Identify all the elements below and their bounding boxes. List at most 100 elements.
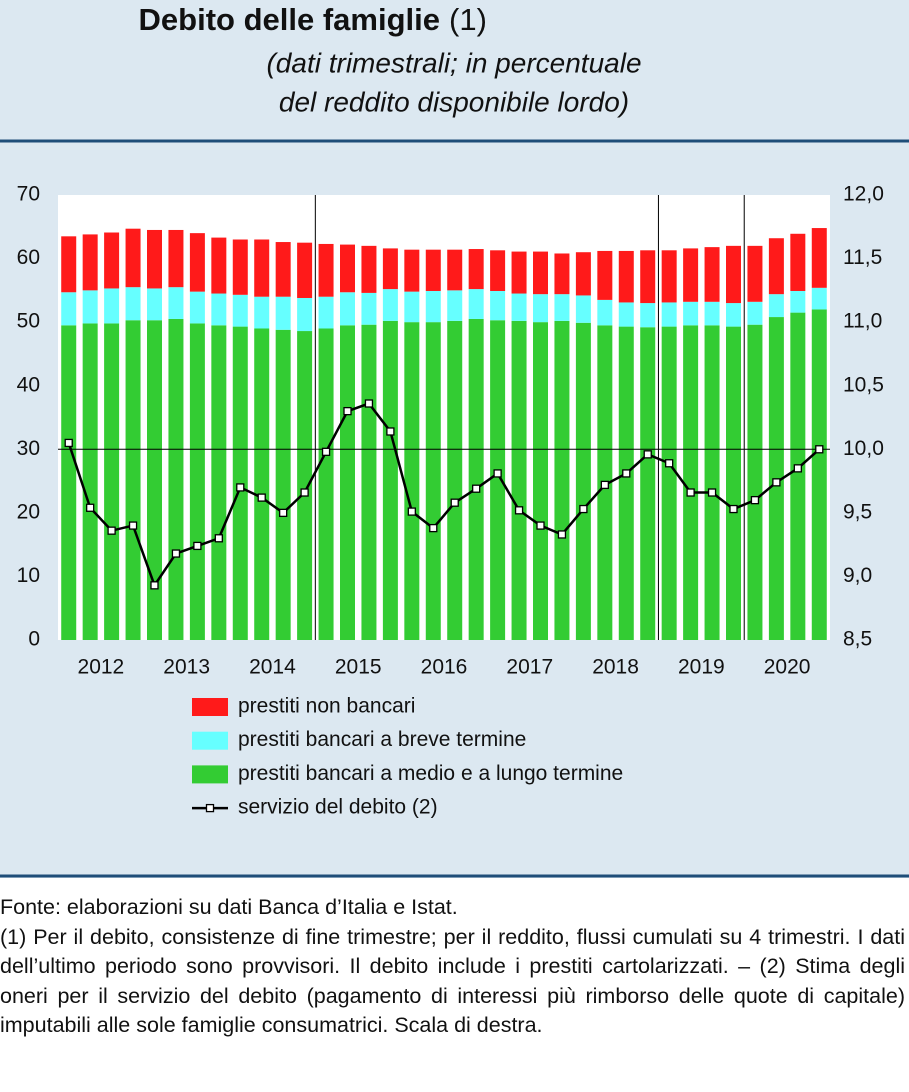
notes: (1) Per il debito, consistenze di fine t…: [0, 924, 905, 1038]
bar-segment: [511, 293, 527, 321]
y2-tick-label: 10,0: [843, 437, 884, 460]
bar-segment: [425, 290, 441, 323]
bar-segment: [533, 251, 548, 295]
line-marker: [557, 530, 567, 539]
bar-segment: [533, 322, 548, 640]
chart-title: Debito delle famiglie: [139, 2, 440, 37]
bar-segment: [661, 302, 677, 327]
bar-segment: [704, 325, 720, 640]
bar-segment: [747, 301, 763, 325]
line-marker: [793, 464, 802, 473]
bar-segment: [683, 325, 699, 640]
bar-segment: [618, 326, 634, 640]
bar-segment: [468, 318, 484, 640]
bar-segment: [168, 287, 184, 319]
x-tick-label: 2018: [592, 656, 639, 679]
y2-tick-label: 9,5: [843, 500, 872, 523]
bar-segment: [168, 229, 184, 288]
bar-segment: [683, 301, 699, 326]
bar-segment: [811, 287, 827, 310]
bar-segment: [318, 328, 334, 640]
bar-segment: [189, 323, 205, 640]
line-marker: [321, 447, 331, 456]
x-tick-label: 2014: [249, 656, 296, 679]
bar-segment: [147, 320, 162, 640]
legend-swatch: [192, 698, 228, 716]
bar-segment: [726, 326, 741, 640]
bar-segment: [189, 233, 205, 292]
line-marker: [193, 541, 202, 551]
bar-segment: [468, 289, 484, 319]
bar-segment: [597, 250, 613, 300]
line-marker: [750, 495, 760, 505]
y-tick-label: 60: [17, 246, 40, 269]
legend-label: prestiti bancari a breve termine: [238, 728, 526, 751]
y-tick-label: 10: [17, 564, 40, 587]
bar-segment: [297, 242, 313, 298]
bar-segment: [554, 320, 570, 640]
bar-segment: [704, 247, 720, 302]
x-tick-label: 2017: [506, 656, 553, 679]
bar-segment: [447, 249, 463, 291]
bar-segment: [490, 320, 506, 640]
bar-segment: [125, 320, 141, 640]
bar-segment: [726, 303, 741, 327]
bar-segment: [82, 234, 98, 291]
line-marker: [729, 504, 738, 514]
bar-segment: [404, 291, 420, 323]
line-marker: [622, 469, 631, 478]
bar-segment: [747, 324, 763, 640]
bar-segment: [404, 322, 420, 640]
bar-segment: [575, 252, 591, 296]
bar-segment: [340, 244, 355, 293]
line-marker: [214, 534, 223, 543]
bar-segment: [318, 296, 334, 329]
line-marker: [171, 549, 181, 558]
bar-segment: [318, 243, 334, 297]
bar-segment: [511, 251, 527, 294]
bar-segment: [768, 294, 784, 318]
line-marker: [815, 445, 824, 454]
bar-segment: [425, 249, 441, 291]
bar-segment: [575, 322, 591, 640]
chart: Debito delle famiglie (1) (dati trimestr…: [0, 0, 909, 878]
bar-segment: [254, 239, 270, 297]
bar-segment: [104, 232, 120, 289]
line-marker: [686, 488, 695, 497]
x-tick-label: 2016: [421, 656, 468, 679]
y-tick-label: 20: [17, 500, 40, 523]
bar-segment: [618, 250, 634, 303]
bar-segment: [61, 325, 77, 640]
footer: Fonte: elaborazioni su dati Banca d’Ital…: [0, 893, 905, 1041]
bar-segment: [275, 242, 291, 297]
bar-segment: [254, 296, 270, 329]
bar-segment: [790, 312, 806, 640]
line-marker: [707, 488, 717, 497]
line-marker: [600, 480, 609, 490]
bar-segment: [340, 325, 355, 640]
y2-tick-label: 8,5: [843, 628, 872, 651]
x-tick-label: 2020: [764, 656, 811, 679]
bar-segment: [275, 296, 291, 330]
line-marker: [493, 469, 502, 478]
legend-label: prestiti bancari a medio e a lungo termi…: [238, 762, 623, 785]
line-marker: [536, 521, 545, 530]
y-tick-label: 70: [17, 183, 40, 206]
y2-tick-label: 11,0: [843, 310, 882, 333]
line-marker: [150, 581, 159, 590]
bar-segment: [232, 239, 248, 295]
bar-segment: [747, 245, 763, 302]
bar-segment: [597, 299, 613, 326]
bar-segment: [490, 250, 506, 291]
bar-segment: [340, 292, 355, 326]
bar-segment: [618, 302, 634, 327]
bar-segment: [361, 245, 377, 293]
bar-segment: [382, 248, 398, 290]
bar-segment: [425, 322, 441, 640]
line-marker: [107, 526, 116, 535]
bar-segment: [61, 236, 77, 293]
bar-segment: [211, 325, 227, 640]
line-marker: [343, 406, 352, 416]
x-tick-label: 2013: [163, 656, 210, 679]
bar-segment: [147, 288, 162, 321]
